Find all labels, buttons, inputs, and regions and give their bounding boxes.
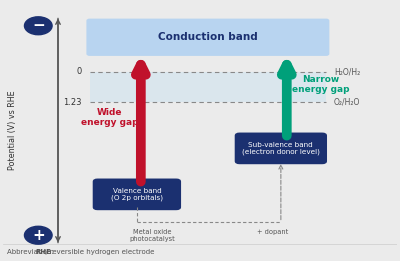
Circle shape bbox=[24, 226, 52, 244]
Text: Valence band
(O 2p orbitals): Valence band (O 2p orbitals) bbox=[111, 188, 163, 201]
Text: RHE: RHE bbox=[35, 249, 51, 255]
Text: Conduction band: Conduction band bbox=[158, 32, 258, 42]
Text: Wide
energy gap: Wide energy gap bbox=[80, 108, 138, 127]
FancyBboxPatch shape bbox=[93, 179, 181, 210]
Text: 1.23: 1.23 bbox=[63, 98, 82, 107]
Text: Metal oxide
photocatalyst: Metal oxide photocatalyst bbox=[130, 229, 176, 242]
Text: Potential (V) vs RHE: Potential (V) vs RHE bbox=[8, 91, 17, 170]
Text: −: − bbox=[32, 18, 45, 33]
Text: O₂/H₂O: O₂/H₂O bbox=[334, 98, 360, 107]
Text: Sub-valence band
(electron donor level): Sub-valence band (electron donor level) bbox=[242, 142, 320, 155]
Text: + dopant: + dopant bbox=[257, 229, 288, 235]
Text: H₂O/H₂: H₂O/H₂ bbox=[334, 67, 360, 76]
Bar bbox=[90, 72, 326, 102]
Text: Narrow
energy gap: Narrow energy gap bbox=[292, 75, 349, 94]
Circle shape bbox=[24, 17, 52, 35]
FancyBboxPatch shape bbox=[86, 19, 329, 56]
Text: +: + bbox=[32, 228, 45, 243]
Text: , reversible hydrogen electrode: , reversible hydrogen electrode bbox=[45, 249, 155, 255]
Text: 0: 0 bbox=[76, 67, 82, 76]
FancyBboxPatch shape bbox=[235, 133, 327, 164]
Text: Abbreviation:: Abbreviation: bbox=[7, 249, 56, 255]
